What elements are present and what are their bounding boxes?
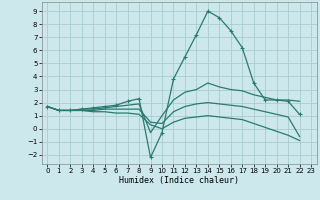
X-axis label: Humidex (Indice chaleur): Humidex (Indice chaleur) — [119, 176, 239, 185]
